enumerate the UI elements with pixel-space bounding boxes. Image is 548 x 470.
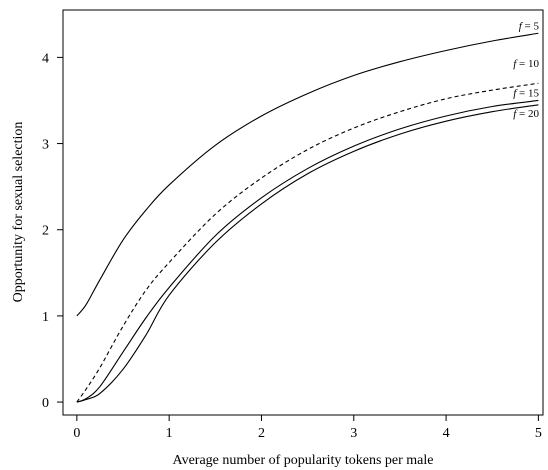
x-tick-label: 2 <box>258 426 265 441</box>
y-axis-title: Opportunity for sexual selection <box>11 122 26 303</box>
y-tick-label: 0 <box>42 396 49 411</box>
curves-layer <box>76 32 539 403</box>
y-tick-label: 2 <box>42 224 49 239</box>
x-tick-label: 5 <box>535 426 542 441</box>
y-axis-ticks: 0 1 2 3 4 <box>42 51 63 411</box>
x-tick-label: 1 <box>166 426 173 441</box>
x-tick-label: 3 <box>350 426 357 441</box>
curve-line <box>76 99 539 403</box>
plot-frame <box>62 9 544 416</box>
y-tick-label: 1 <box>42 310 49 325</box>
x-axis-ticks: 0 1 2 3 4 5 <box>73 415 542 441</box>
x-axis-title: Average number of popularity tokens per … <box>173 453 434 468</box>
curve-line <box>76 32 539 317</box>
curve-label: f = 15 <box>513 87 539 99</box>
curve-label: f = 5 <box>519 20 540 32</box>
x-tick-label: 0 <box>73 426 80 441</box>
curve-line <box>76 82 539 403</box>
curve-labels-layer: f = 5 f = 10 f = 15 f = 20 <box>513 20 539 120</box>
x-tick-label: 4 <box>443 426 450 441</box>
curve-label: f = 10 <box>513 58 539 70</box>
y-tick-label: 4 <box>42 51 49 66</box>
curve-line <box>76 104 539 403</box>
y-tick-label: 3 <box>42 138 49 153</box>
curve-label: f = 20 <box>513 108 539 120</box>
